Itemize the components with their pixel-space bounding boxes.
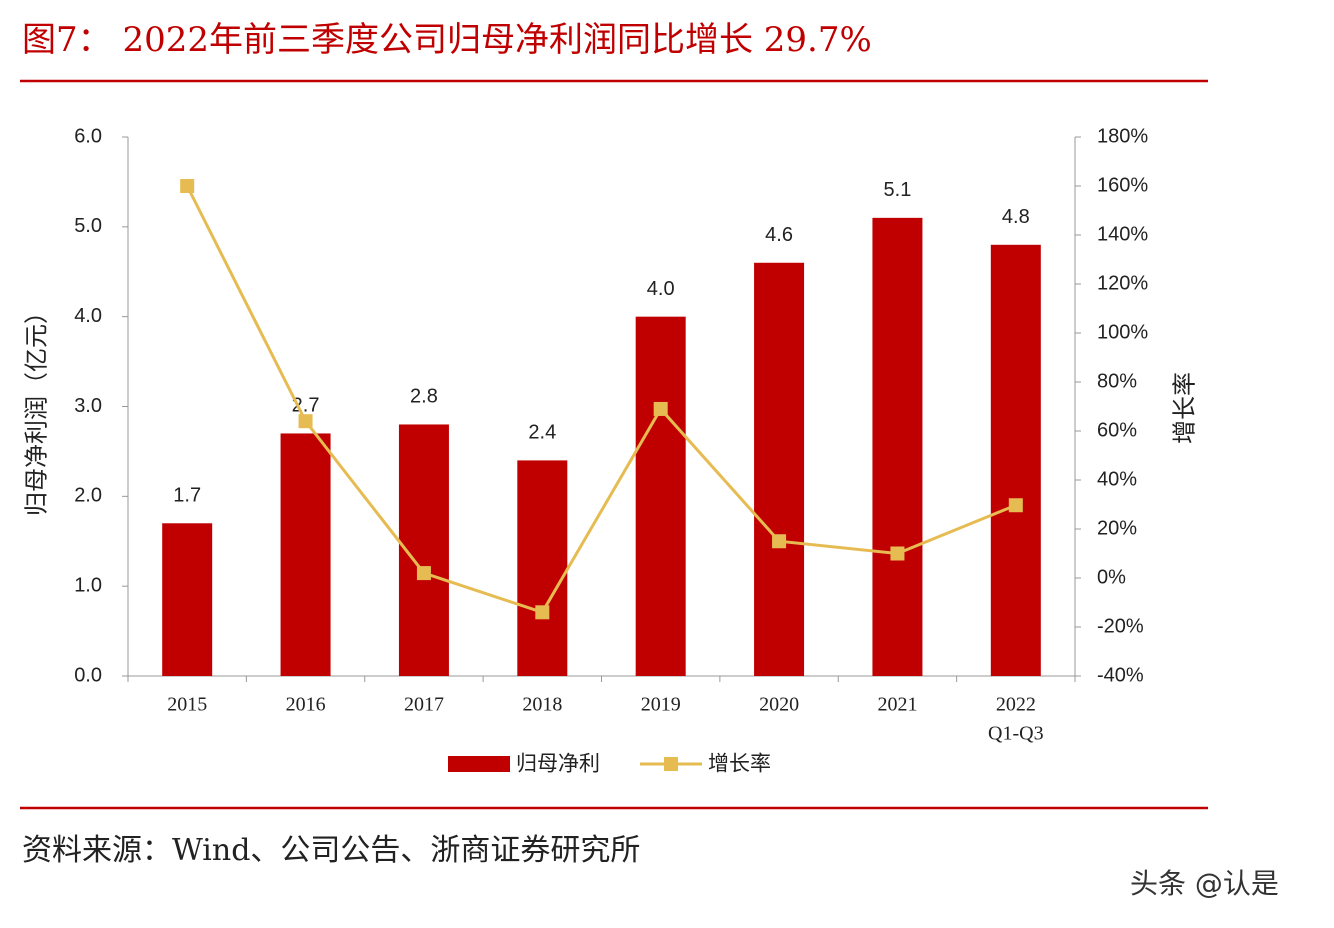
bar <box>990 244 1041 677</box>
x-tick-label: Q1-Q3 <box>988 723 1044 745</box>
x-tick-label: 2015 <box>167 694 207 716</box>
watermark: 头条 @认是 <box>1130 867 1279 900</box>
y2-axis-title: 增长率 <box>1171 372 1199 444</box>
bar-value-label: 4.0 <box>647 278 675 300</box>
y2-tick-label: 40% <box>1097 468 1137 490</box>
y-tick-label: 2.0 <box>74 485 102 507</box>
source: 资料来源：Wind、公司公告、浙商证券研究所 <box>22 833 640 868</box>
line-marker <box>772 534 787 549</box>
bar-value-label: 5.1 <box>884 179 912 201</box>
bar-value-label: 4.6 <box>765 224 793 246</box>
y-tick-label: 4.0 <box>74 305 102 327</box>
y2-tick-label: 0% <box>1097 566 1126 588</box>
chart-title: 图7： 2022年前三季度公司归母净利润同比增长 29.7% <box>22 20 872 60</box>
bar <box>280 433 331 676</box>
line-marker <box>1008 498 1023 513</box>
y2-tick-label: 140% <box>1097 223 1148 245</box>
x-tick-label: 2017 <box>404 694 444 716</box>
bar-value-label: 4.8 <box>1002 206 1030 228</box>
y2-tick-label: 20% <box>1097 517 1137 539</box>
line <box>185 185 1017 615</box>
bar <box>754 262 805 676</box>
y-tick-label: 1.0 <box>74 574 102 596</box>
x-tick-label: 2021 <box>877 694 917 716</box>
y-axis-title: 归母净利润（亿元） <box>23 300 51 516</box>
y2-tick-label: 100% <box>1097 321 1148 343</box>
bar <box>162 523 213 676</box>
bar <box>517 460 568 676</box>
x-tick-label: 2020 <box>759 694 799 716</box>
y-tick-label: 3.0 <box>74 395 102 417</box>
y2-tick-label: 160% <box>1097 174 1148 196</box>
x-tick-label: 2018 <box>522 694 562 716</box>
legend-swatch <box>448 756 510 772</box>
line-marker <box>416 566 431 581</box>
bar-value-label: 2.7 <box>292 395 320 417</box>
legend-label: 归母净利 <box>516 752 600 776</box>
y-tick-label: 0.0 <box>74 664 102 686</box>
bar-value-label: 2.8 <box>410 386 438 408</box>
line-marker <box>653 401 668 416</box>
y2-tick-label: 180% <box>1097 125 1148 147</box>
legend-swatch <box>664 757 678 771</box>
bar <box>872 217 923 676</box>
y-tick-label: 5.0 <box>74 215 102 237</box>
y-tick-label: 6.0 <box>74 125 102 147</box>
x-tick-label: 2016 <box>286 694 326 716</box>
line-marker <box>180 179 195 193</box>
bar-value-label: 1.7 <box>173 485 201 507</box>
line-marker <box>535 605 550 620</box>
y2-tick-label: 60% <box>1097 419 1137 441</box>
y2-tick-label: 120% <box>1097 272 1148 294</box>
bar <box>635 316 686 676</box>
x-tick-label: 2022 <box>996 694 1036 716</box>
line-marker <box>890 546 905 561</box>
y2-tick-label: 80% <box>1097 370 1137 392</box>
x-tick-label: 2019 <box>641 694 681 716</box>
legend-label: 增长率 <box>708 752 771 776</box>
y2-tick-label: -40% <box>1097 664 1144 686</box>
line-marker <box>298 414 313 429</box>
y2-tick-label: -20% <box>1097 615 1144 637</box>
bar-value-label: 2.4 <box>528 422 556 444</box>
